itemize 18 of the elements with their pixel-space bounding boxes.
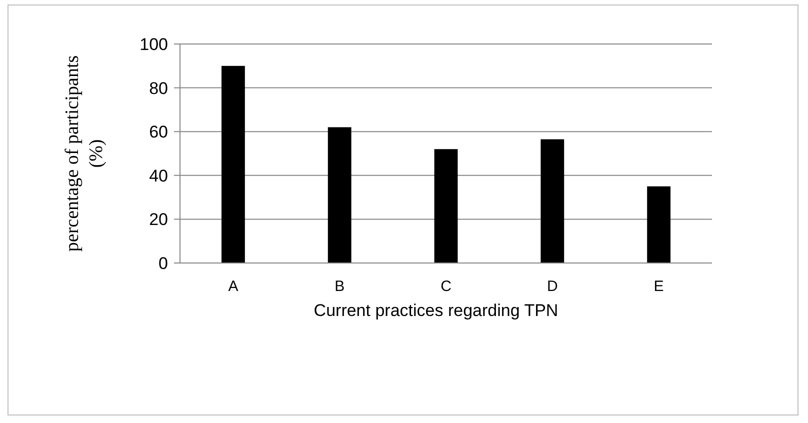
y-tick-label: 100 — [140, 34, 168, 54]
y-axis-title: percentage of participants (%) — [62, 55, 107, 252]
x-tick-label: A — [228, 278, 238, 295]
x-axis-title: Current practices regarding TPN — [314, 301, 558, 320]
x-tick-label: B — [334, 278, 345, 295]
bar — [434, 149, 458, 263]
y-tick-label: 0 — [158, 254, 168, 273]
y-tick-label: 40 — [149, 166, 168, 186]
bar — [328, 127, 352, 263]
bar — [647, 186, 671, 263]
x-tick-label: E — [654, 278, 664, 295]
bar — [540, 139, 564, 263]
x-tick-label: D — [546, 278, 558, 295]
x-tick-label: C — [440, 278, 452, 295]
y-tick-label: 60 — [149, 122, 168, 142]
y-tick-label: 20 — [149, 210, 168, 230]
bar — [221, 66, 245, 263]
y-tick-label: 80 — [149, 78, 168, 98]
